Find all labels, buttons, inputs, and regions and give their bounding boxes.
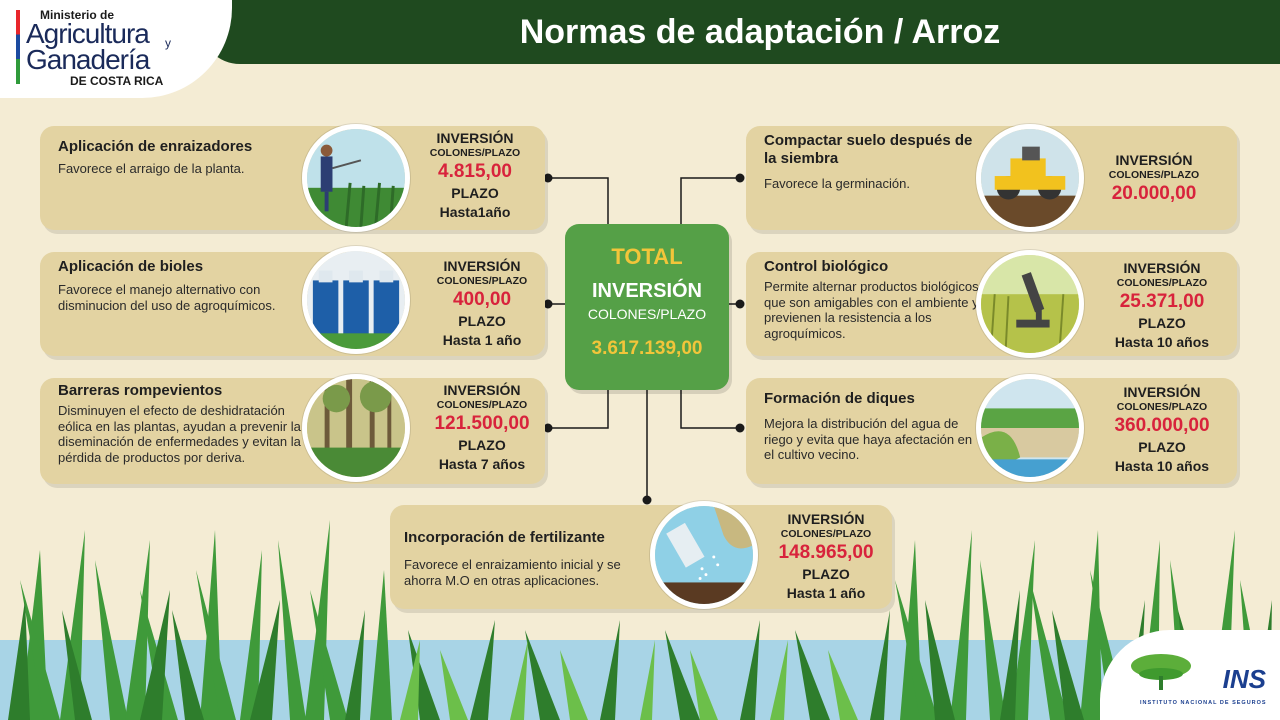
investment-label: INVERSIÓN (436, 130, 514, 146)
total-investment-box: TOTAL INVERSIÓN COLONES/PLAZO 3.617.139,… (565, 224, 729, 390)
card-title: Formación de diques (764, 390, 915, 407)
logo-line3: Ganadería (26, 44, 150, 75)
microscope-field-image (976, 250, 1084, 358)
road-roller-image (976, 124, 1084, 232)
investment-block: INVERSIÓN COLONES/PLAZO 148.965,00 PLAZO… (756, 511, 896, 603)
card-description: Mejora la distribución del agua de riego… (764, 416, 973, 462)
total-title: TOTAL (611, 244, 683, 269)
plazo-value: Hasta 1 año (442, 332, 522, 348)
card-title: Barreras rompevientos (58, 382, 223, 399)
investment-amount: 20.000,00 (1111, 183, 1197, 204)
investment-sub: COLONES/PLAZO (429, 147, 521, 159)
card-title: Aplicación de enraizadores (58, 138, 253, 155)
logo-line1: Ministerio de (40, 8, 115, 22)
card-title: Compactar suelo después de la siembra (764, 132, 973, 167)
investment-sub: COLONES/PLAZO (1108, 169, 1200, 181)
blue-tanks-image (302, 246, 410, 354)
investment-block: INVERSIÓN COLONES/PLAZO 25.371,00 PLAZO … (1092, 260, 1232, 352)
investment-label: INVERSIÓN (1123, 260, 1201, 276)
logo-flag-stripe (16, 10, 20, 84)
farmer-spraying-image (302, 124, 410, 232)
investment-amount: 400,00 (452, 289, 512, 310)
ins-name: INS (1222, 664, 1266, 694)
total-investment-sub: COLONES/PLAZO (587, 306, 707, 322)
logo-line2-suffix: y (165, 36, 171, 50)
card-enraizadores: Aplicación de enraizadores Favorece el a… (40, 126, 545, 230)
investment-amount: 25.371,00 (1119, 291, 1205, 312)
ins-logo: INS INSTITUTO NACIONAL DE SEGUROS (1100, 630, 1280, 720)
investment-block: INVERSIÓN COLONES/PLAZO 4.815,00 PLAZO H… (405, 130, 545, 222)
plazo-label: PLAZO (458, 313, 506, 329)
plazo-label: PLAZO (458, 437, 506, 453)
plazo-value: Hasta 10 años (1114, 458, 1210, 474)
plazo-value: Hasta 7 años (438, 456, 526, 472)
investment-sub: COLONES/PLAZO (1116, 277, 1208, 289)
logo-line4: DE COSTA RICA (70, 74, 164, 88)
investment-amount: 4.815,00 (438, 161, 512, 182)
investment-label: INVERSIÓN (443, 382, 521, 398)
plazo-value: Hasta1año (439, 204, 511, 220)
header-bar: Normas de adaptación / Arroz (200, 0, 1280, 64)
investment-sub: COLONES/PLAZO (1116, 401, 1208, 413)
investment-block: INVERSIÓN COLONES/PLAZO 360.000,00 PLAZO… (1092, 384, 1232, 476)
investment-amount: 360.000,00 (1114, 415, 1210, 436)
card-description: Favorece la germinación. (764, 176, 910, 191)
fertilizer-pour-image (650, 501, 758, 609)
investment-sub: COLONES/PLAZO (436, 275, 528, 287)
card-title: Aplicación de bioles (58, 258, 204, 275)
card-description: Favorece el arraigo de la planta. (58, 161, 245, 176)
investment-label: INVERSIÓN (787, 511, 865, 527)
plazo-label: PLAZO (1138, 439, 1186, 455)
plazo-value: Hasta 10 años (1114, 334, 1210, 350)
ins-subtitle: INSTITUTO NACIONAL DE SEGUROS (1140, 700, 1267, 706)
logo-line2: Agricultura (26, 18, 150, 49)
card-description: Permite alternar productos biológicos qu… (764, 279, 979, 341)
card-title: Incorporación de fertilizante (404, 529, 605, 546)
plazo-label: PLAZO (1138, 315, 1186, 331)
plazo-value: Hasta 1 año (786, 585, 866, 601)
card-description: Disminuyen el efecto de deshidratación e… (58, 403, 301, 465)
plazo-label: PLAZO (802, 566, 850, 582)
plazo-label: PLAZO (451, 185, 499, 201)
investment-sub: COLONES/PLAZO (436, 399, 528, 411)
page-title: Normas de adaptación / Arroz (519, 12, 1001, 51)
card-bioles: Aplicación de bioles Favorece el manejo … (40, 252, 545, 356)
investment-sub: COLONES/PLAZO (780, 528, 872, 540)
ministry-logo: Ministerio de Agricultura y Ganadería DE… (0, 0, 232, 98)
investment-block: INVERSIÓN COLONES/PLAZO 400,00 PLAZO Has… (412, 258, 552, 350)
card-description: Favorece el manejo alternativo con dismi… (58, 282, 276, 313)
total-investment-label: INVERSIÓN (591, 280, 703, 302)
investment-block: INVERSIÓN COLONES/PLAZO 121.500,00 PLAZO… (412, 382, 552, 474)
investment-label: INVERSIÓN (1123, 384, 1201, 400)
card-description: Favorece el enraizamiento inicial y se a… (404, 557, 621, 588)
dike-water-image (976, 374, 1084, 482)
investment-label: INVERSIÓN (443, 258, 521, 274)
tree-icon (1131, 654, 1191, 690)
total-amount: 3.617.139,00 (591, 338, 703, 359)
card-fertilizante: Incorporación de fertilizante Favorece e… (390, 505, 892, 609)
investment-label: INVERSIÓN (1115, 152, 1193, 168)
investment-block: INVERSIÓN COLONES/PLAZO 20.000,00 (1084, 152, 1224, 206)
investment-amount: 121.500,00 (434, 413, 530, 434)
investment-amount: 148.965,00 (778, 542, 874, 563)
card-rompevientos: Barreras rompevientos Disminuyen el efec… (40, 378, 545, 484)
card-title: Control biológico (764, 258, 889, 275)
forest-image (302, 374, 410, 482)
